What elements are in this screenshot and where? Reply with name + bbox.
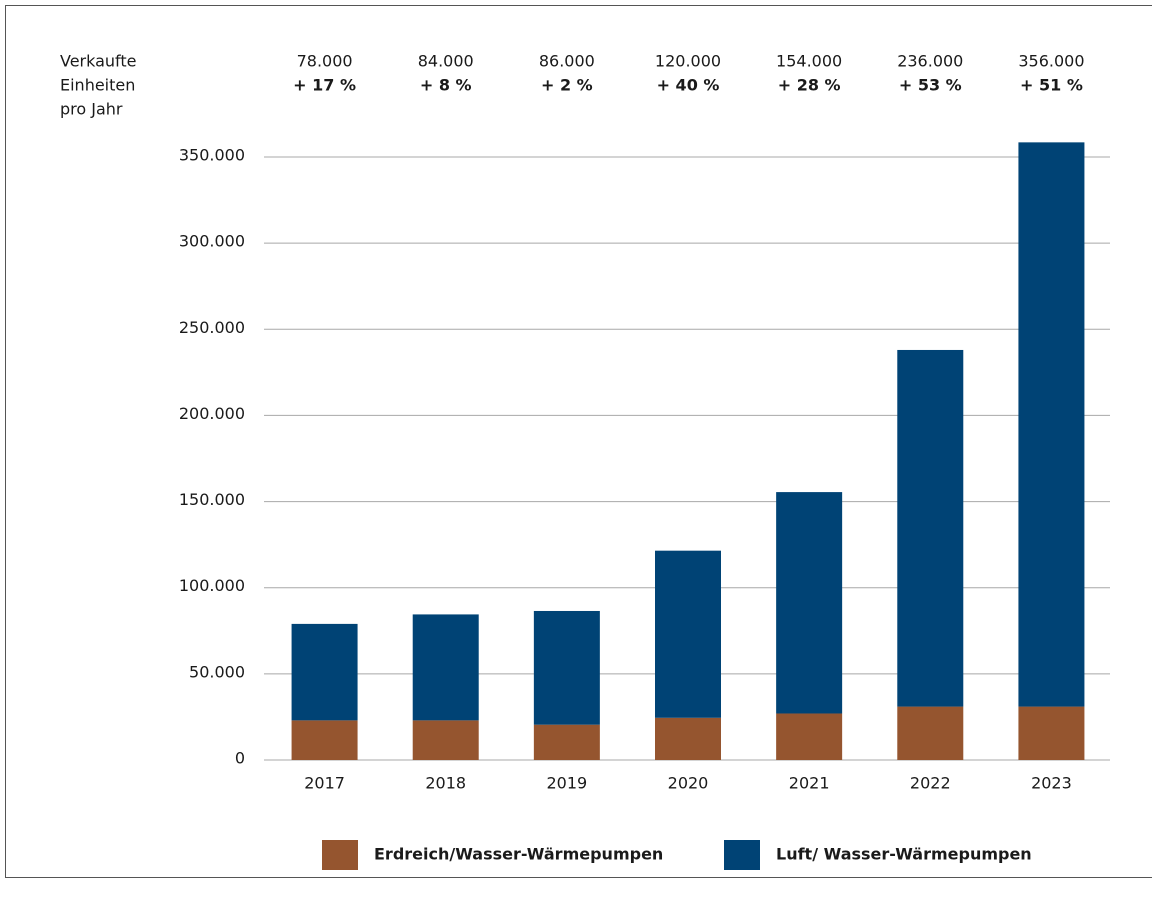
growth-label: + 40 %	[657, 76, 720, 95]
y-tick-label: 0	[235, 749, 245, 768]
x-tick-label: 2018	[425, 774, 466, 793]
total-label: 78.000	[297, 52, 353, 71]
bar-segment	[897, 706, 964, 760]
frame	[5, 5, 1152, 878]
x-tick-label: 2023	[1031, 774, 1072, 793]
x-tick-label: 2017	[304, 774, 345, 793]
y-tick-label: 300.000	[179, 232, 245, 251]
total-label: 86.000	[539, 52, 595, 71]
total-label: 120.000	[655, 52, 721, 71]
bar-segment	[533, 610, 600, 725]
y-tick-label: 350.000	[179, 146, 245, 165]
growth-label: + 8 %	[420, 76, 472, 95]
x-tick-label: 2019	[546, 774, 587, 793]
total-label: 84.000	[418, 52, 474, 71]
bar-segment	[655, 550, 721, 718]
x-tick-label: 2022	[910, 774, 951, 793]
growth-label: + 53 %	[899, 76, 962, 95]
growth-label: + 28 %	[778, 76, 841, 95]
legend-label: Luft/ Wasser-Wärmepumpen	[776, 845, 1032, 864]
y-tick-label: 100.000	[179, 576, 245, 595]
x-tick-label: 2020	[668, 774, 709, 793]
growth-label: + 51 %	[1020, 76, 1083, 95]
bar-segment	[1018, 706, 1085, 760]
bar-segment	[291, 623, 358, 721]
bar-segment	[291, 720, 358, 760]
y-tick-label: 250.000	[179, 318, 245, 337]
bar-segment	[1018, 142, 1085, 707]
bar-segment	[897, 349, 964, 707]
bar-segment	[776, 713, 843, 760]
bar-segment	[412, 614, 479, 721]
annotation-label: Verkaufte	[60, 52, 137, 71]
y-tick-label: 50.000	[189, 662, 245, 681]
bar-segment	[655, 717, 721, 760]
total-label: 236.000	[897, 52, 963, 71]
annotation-label: pro Jahr	[60, 100, 123, 119]
total-label: 154.000	[776, 52, 842, 71]
total-label: 356.000	[1018, 52, 1084, 71]
growth-label: + 2 %	[541, 76, 593, 95]
bar-segment	[412, 720, 479, 760]
bar-segment	[533, 724, 600, 760]
legend-swatch	[724, 840, 760, 870]
y-tick-label: 150.000	[179, 490, 245, 509]
annotation-label: Einheiten	[60, 76, 135, 95]
y-tick-label: 200.000	[179, 404, 245, 423]
growth-label: + 17 %	[293, 76, 356, 95]
x-tick-label: 2021	[789, 774, 830, 793]
bar-segment	[776, 492, 843, 714]
legend-label: Erdreich/Wasser-Wärmepumpen	[374, 845, 663, 864]
legend-swatch	[322, 840, 358, 870]
